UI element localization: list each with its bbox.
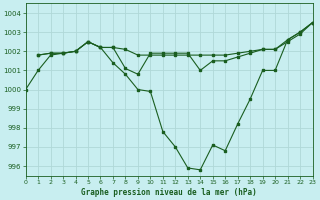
X-axis label: Graphe pression niveau de la mer (hPa): Graphe pression niveau de la mer (hPa): [81, 188, 257, 197]
